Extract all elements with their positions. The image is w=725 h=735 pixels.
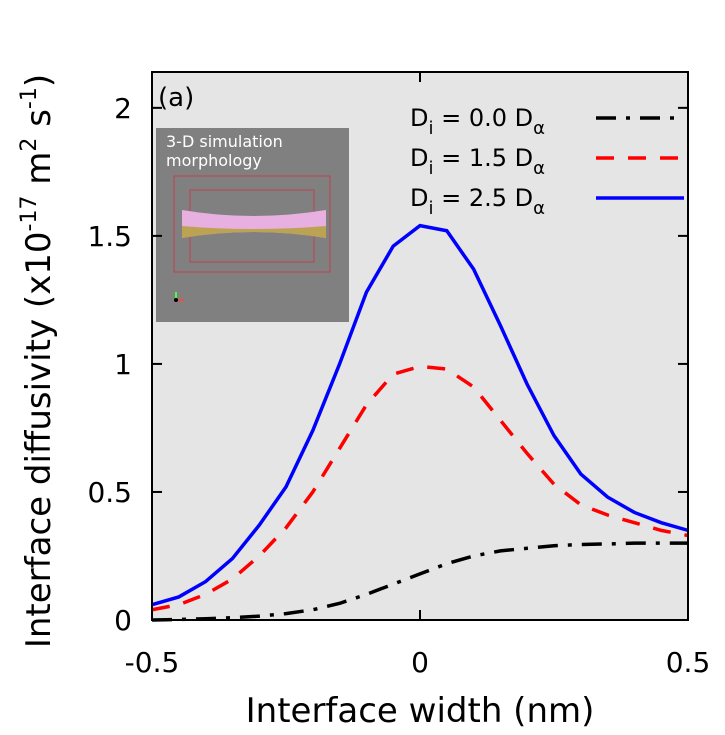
y-tick-label: 1	[114, 348, 132, 381]
x-tick-label: 0	[411, 646, 429, 679]
series-line	[151, 541, 688, 622]
inset-image: 3-D simulation morphology	[156, 128, 349, 322]
y-tick-label: 0.5	[87, 476, 132, 509]
inset-label: morphology	[166, 151, 262, 170]
legend-label: Di = 2.5 Dα	[410, 184, 545, 219]
y-axis-label-part: -1	[17, 87, 42, 109]
y-tick-label: 2	[114, 92, 132, 125]
y-tick-label: 1.5	[87, 220, 132, 253]
y-axis-label-part: m	[19, 152, 59, 196]
x-tick-label: -0.5	[125, 646, 180, 679]
inset-label: 3-D simulation	[166, 132, 283, 151]
y-axis-label-part: Interface diffusivity (x10	[19, 231, 59, 648]
y-axis-label-part: -17	[17, 196, 42, 232]
panel-label: (a)	[158, 83, 194, 113]
plot-frame	[151, 71, 689, 621]
x-axis-label: Interface width (nm)	[246, 691, 595, 731]
y-axis-label-part: )	[19, 74, 59, 87]
legend-label: Di = 1.5 Dα	[410, 144, 545, 179]
x-tick-label: 0.5	[666, 646, 711, 679]
legend-label: Di = 0.0 Dα	[410, 104, 545, 139]
series-line	[151, 223, 689, 607]
y-tick-label: 0	[114, 604, 132, 637]
y-axis-label: Interface diffusivity (x10-17 m2 s-1)	[17, 74, 59, 648]
y-axis-label-part: 2	[17, 138, 42, 152]
series-line	[151, 364, 689, 612]
y-axis-label-part: s	[19, 109, 59, 138]
